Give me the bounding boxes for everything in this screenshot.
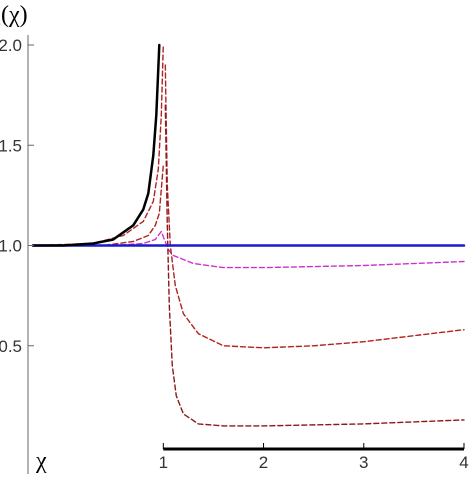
x-tick-label: 2 [259, 453, 268, 472]
series-line-6 [164, 104, 465, 427]
x-axis-title: χ [35, 448, 47, 474]
series-line-2 [32, 44, 165, 247]
tick-layer: 0.5 1.0 1.5 2.0 1 2 3 4 [0, 36, 469, 472]
y-axis-title: E₄(χ) [0, 2, 28, 28]
series-line-3 [32, 164, 165, 247]
axes [27, 35, 464, 474]
series-layer [31, 43, 466, 427]
series-line-5 [164, 64, 465, 349]
series-line-4 [32, 230, 465, 269]
y-tick-label: 1.0 [0, 237, 22, 256]
x-tick-label: 4 [459, 453, 468, 472]
y-tick-label: 2.0 [0, 36, 22, 55]
x-tick-label: 1 [159, 453, 168, 472]
y-tick-label: 0.5 [0, 337, 22, 356]
series-line-1 [31, 43, 161, 247]
y-tick-label: 1.5 [0, 136, 22, 155]
x-tick-label: 3 [359, 453, 368, 472]
